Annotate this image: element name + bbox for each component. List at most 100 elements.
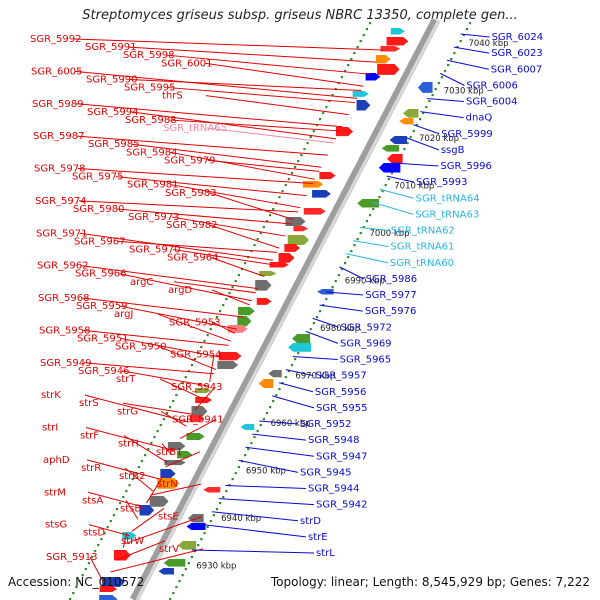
left-gene-label[interactable]: stsG xyxy=(45,520,67,531)
right-gene-label[interactable]: SGR_5976 xyxy=(365,306,417,317)
right-gene-label[interactable]: SGR_tRNA62 xyxy=(391,226,455,237)
right-gene-label[interactable]: SGR_6006 xyxy=(466,80,517,91)
left-gene-label[interactable]: SGR_5964 xyxy=(167,253,219,264)
right-gene-label[interactable]: SGR_5996 xyxy=(440,161,492,172)
right-gene-label[interactable]: SGR_6023 xyxy=(491,48,542,59)
left-gene-label[interactable]: argD xyxy=(168,285,192,296)
right-gene-label[interactable]: SGR_5986 xyxy=(366,274,418,285)
left-gene-label[interactable]: SGR_5985 xyxy=(88,139,140,150)
left-gene-label[interactable]: SGR_5953 xyxy=(169,317,221,328)
right-gene-label[interactable]: SGR_6004 xyxy=(466,97,518,108)
right-gene-label[interactable]: SGR_5957 xyxy=(315,371,367,382)
left-gene-label[interactable]: SGR_5988 xyxy=(125,115,177,126)
right-gene-label[interactable]: SGR_5965 xyxy=(340,355,392,366)
left-gene-label[interactable]: SGR_5913 xyxy=(46,552,98,563)
left-gene-label[interactable]: strK xyxy=(41,390,61,401)
right-gene-label[interactable]: SGR_5945 xyxy=(300,467,352,478)
left-gene-label[interactable]: SGR_5981 xyxy=(127,180,179,191)
left-gene-label[interactable]: SGR_5980 xyxy=(73,204,125,215)
right-gene-label[interactable]: SGR_5948 xyxy=(308,435,360,446)
left-gene-label[interactable]: strF xyxy=(80,431,99,442)
left-gene-label[interactable]: SGR_5982 xyxy=(166,220,218,231)
left-gene-label[interactable]: strV xyxy=(159,544,179,555)
left-gene-label[interactable]: SGR_5978 xyxy=(34,164,86,175)
left-gene-label[interactable]: SGR_5946 xyxy=(78,366,130,377)
left-gene-label[interactable]: SGR_5943 xyxy=(171,382,223,393)
right-gene-label[interactable]: SGR_tRNA61 xyxy=(390,242,454,253)
left-gene-label[interactable]: SGR_5959 xyxy=(76,301,128,312)
left-gene-label[interactable]: strI xyxy=(42,423,58,434)
left-gene-label[interactable]: SGR_5967 xyxy=(74,236,126,247)
right-gene-label[interactable]: SGR_tRNA63 xyxy=(415,209,479,220)
right-gene-label[interactable]: SGR_5972 xyxy=(340,322,392,333)
left-gene-label[interactable]: SGR_5994 xyxy=(87,107,139,118)
left-gene-label[interactable]: SGR_5973 xyxy=(128,212,180,223)
left-gene-label[interactable]: strM xyxy=(44,487,66,498)
left-gene-label[interactable]: stsD xyxy=(83,528,105,539)
right-gene-label[interactable]: strD xyxy=(300,516,321,527)
right-gene-label[interactable]: SGR_5993 xyxy=(416,177,468,188)
left-gene-label[interactable]: SGR_5962 xyxy=(37,261,89,272)
left-gene-label[interactable]: SGR_5968 xyxy=(38,293,90,304)
right-gene-label[interactable]: SGR_tRNA64 xyxy=(416,193,480,204)
left-gene-label[interactable]: SGR_tRNA65 xyxy=(163,123,227,134)
right-gene-label[interactable]: strE xyxy=(308,532,328,543)
left-gene-label[interactable]: SGR_5951 xyxy=(77,333,129,344)
right-gene-label[interactable]: SGR_5999 xyxy=(441,129,493,140)
left-gene-label[interactable]: SGR_6005 xyxy=(31,66,83,77)
left-gene-label[interactable]: stsB xyxy=(120,503,141,514)
left-gene-label[interactable]: SGR_5954 xyxy=(170,350,222,361)
right-gene-label[interactable]: SGR_5952 xyxy=(300,419,352,430)
left-gene-label[interactable]: SGR_5966 xyxy=(75,269,127,280)
left-gene-label[interactable]: SGR_5998 xyxy=(123,50,175,61)
left-gene-label[interactable]: stsE xyxy=(158,512,179,523)
left-gene-label[interactable]: SGR_5970 xyxy=(129,244,181,255)
right-gene-label[interactable]: SGR_5955 xyxy=(316,403,368,414)
left-gene-label[interactable]: SGR_5992 xyxy=(30,34,82,45)
left-gene-label[interactable]: SGR_5949 xyxy=(40,358,92,369)
left-gene-label[interactable]: strB1 xyxy=(156,447,182,458)
left-gene-label[interactable]: SGR_5987 xyxy=(33,131,85,142)
left-gene-label[interactable]: SGR_5995 xyxy=(124,83,176,94)
left-gene-label[interactable]: SGR_5983 xyxy=(165,188,217,199)
left-gene-label[interactable]: SGR_6001 xyxy=(161,58,213,69)
left-gene-label[interactable]: SGR_5979 xyxy=(164,155,216,166)
right-gene-label[interactable]: SGR_5969 xyxy=(340,338,392,349)
left-gene-label[interactable]: argC xyxy=(130,277,153,288)
left-gene-label[interactable]: SGR_5991 xyxy=(85,42,137,53)
left-gene-label[interactable]: SGR_5971 xyxy=(36,228,88,239)
right-gene-label[interactable]: SGR_5977 xyxy=(365,290,417,301)
left-gene-label[interactable]: thrS xyxy=(162,91,183,102)
left-gene-label[interactable]: strN xyxy=(157,479,178,490)
right-gene-label[interactable]: SGR_5942 xyxy=(316,500,368,511)
left-gene-label[interactable]: SGR_5984 xyxy=(126,147,178,158)
left-gene-label[interactable]: SGR_5950 xyxy=(115,342,167,353)
right-gene-label[interactable]: SGR_6007 xyxy=(491,64,542,75)
right-gene-label[interactable]: SGR_5944 xyxy=(308,484,360,495)
left-gene-label[interactable]: strS xyxy=(79,398,99,409)
left-gene-label[interactable]: aphD xyxy=(43,455,70,466)
right-gene-label[interactable]: SGR_5956 xyxy=(315,387,367,398)
right-gene-label[interactable]: ssgB xyxy=(441,145,465,156)
right-gene-label[interactable]: strL xyxy=(316,548,335,559)
left-gene-label[interactable]: SGR_5958 xyxy=(39,325,91,336)
left-gene-label[interactable]: strB2 xyxy=(119,471,145,482)
left-gene-label[interactable]: strR xyxy=(81,463,101,474)
left-gene-label[interactable]: SGR_5990 xyxy=(86,74,138,85)
left-gene-label[interactable]: SGR_5989 xyxy=(32,99,84,110)
right-gene-label[interactable]: dnaQ xyxy=(466,113,493,124)
left-gene-label[interactable]: strG xyxy=(117,406,138,417)
right-gene-label[interactable]: SGR_tRNA60 xyxy=(390,258,454,269)
left-gene-label[interactable]: SGR_5974 xyxy=(35,196,87,207)
left-gene-label[interactable]: SGR_5975 xyxy=(72,172,124,183)
left-gene-label[interactable]: stsA xyxy=(82,495,103,506)
left-gene-label[interactable]: SGR_5941 xyxy=(172,414,224,425)
left-gene-label[interactable]: strH xyxy=(118,439,139,450)
left-gene-label[interactable]: strW xyxy=(121,536,144,547)
right-gene-label[interactable]: SGR_5947 xyxy=(316,451,368,462)
left-gene-label[interactable]: argJ xyxy=(114,309,133,320)
left-gene-label[interactable]: strT xyxy=(116,374,136,385)
gene-features[interactable] xyxy=(99,28,433,600)
right-gene-label[interactable]: SGR_6024 xyxy=(492,32,543,43)
